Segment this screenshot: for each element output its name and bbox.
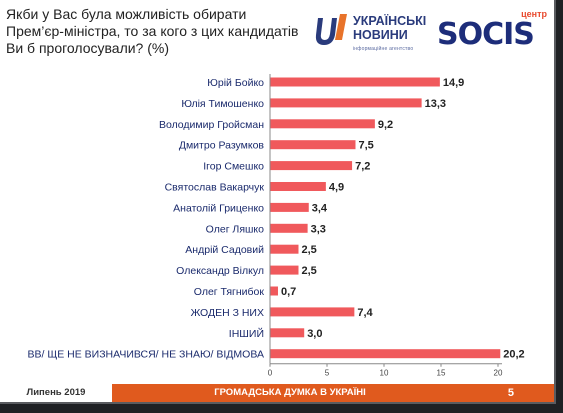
value-label: 0,7 (281, 286, 296, 298)
bar (270, 98, 422, 108)
socis-logo: центр SOCIS (437, 9, 553, 52)
category-label: Олег Ляшко (206, 223, 264, 235)
chart-title: Якби у Вас була можливість обирати Прем’… (6, 6, 306, 57)
value-label: 14,9 (443, 77, 464, 89)
value-label: 3,0 (307, 328, 322, 340)
bar (270, 223, 308, 233)
value-label: 2,5 (302, 265, 317, 277)
footer-date: Липень 2019 (0, 384, 112, 402)
value-label: 20,2 (503, 349, 524, 361)
title-line: Якби у Вас була можливість обирати (6, 6, 247, 22)
bar (270, 119, 375, 129)
x-tick-label: 15 (437, 369, 446, 378)
category-label: Юрій Бойко (207, 77, 264, 89)
un-line-2: НОВИНИ (353, 28, 408, 42)
footer-label: ГРОМАДСЬКА ДУМКА В УКРАЇНІ (214, 387, 366, 398)
category-label: ІНШИЙ (229, 327, 264, 340)
category-label: Юлія Тимошенко (181, 98, 264, 110)
value-label: 9,2 (378, 119, 393, 131)
x-tick-label: 0 (268, 369, 273, 378)
un-wordmark: УКРАЇНСЬКІ НОВИНИ інформаційне агентство (353, 14, 426, 56)
bar (270, 202, 309, 212)
title-line: Прем’єр-міністра, то за кого з цих канди… (6, 23, 299, 39)
socis-top-label: центр (521, 9, 547, 19)
footer-bar: Липень 2019 ГРОМАДСЬКА ДУМКА В УКРАЇНІ 5 (0, 384, 554, 402)
un-emblem-icon (315, 14, 347, 45)
un-line-1: УКРАЇНСЬКІ (353, 14, 427, 28)
category-label: Дмитро Разумков (179, 140, 265, 152)
bar (270, 307, 355, 317)
x-tick-label: 20 (494, 369, 503, 378)
category-label: ВВ/ ЩЕ НЕ ВИЗНАЧИВСЯ/ НЕ ЗНАЮ/ ВІДМОВА (28, 349, 264, 361)
category-label: Олег Тягнибок (194, 286, 265, 298)
category-label: Олександр Вілкул (176, 265, 264, 277)
ukrainski-novyny-logo: УКРАЇНСЬКІ НОВИНИ інформаційне агентство (313, 10, 431, 52)
category-label: Анатолій Гриценко (173, 202, 264, 214)
category-label: Андрій Садовий (185, 244, 264, 256)
slide: Якби у Вас була можливість обирати Прем’… (0, 0, 556, 404)
bar (270, 77, 440, 87)
bar (270, 265, 299, 275)
socis-wordmark: SOCIS (437, 17, 535, 52)
bar (270, 182, 326, 191)
bar (270, 349, 501, 359)
category-label: Ігор Смешко (203, 161, 264, 173)
bar (270, 328, 305, 338)
value-label: 7,2 (355, 161, 370, 173)
bar (270, 161, 353, 171)
value-label: 13,3 (425, 98, 446, 110)
bar (270, 286, 278, 296)
category-label: Святослав Вакарчук (165, 182, 265, 194)
bar (270, 140, 356, 150)
category-label: Володимир Гройсман (159, 119, 264, 131)
un-tagline: інформаційне агентство (353, 46, 414, 52)
bar (270, 244, 299, 254)
title-line: Ви б проголосували? (%) (6, 40, 170, 56)
x-tick-label: 5 (325, 369, 330, 378)
x-tick-label: 10 (380, 369, 389, 378)
value-label: 2,5 (302, 244, 317, 256)
value-label: 4,9 (329, 182, 344, 194)
value-label: 3,3 (311, 223, 326, 235)
value-label: 7,4 (357, 307, 373, 319)
page-number: 5 (507, 387, 514, 399)
bar-chart: Юрій Бойко 14,9 Юлія Тимошенко 13,3 Володими… (28, 74, 525, 378)
value-label: 7,5 (359, 140, 374, 152)
category-label: ЖОДЕН З НИХ (191, 307, 264, 319)
value-label: 3,4 (312, 202, 328, 214)
